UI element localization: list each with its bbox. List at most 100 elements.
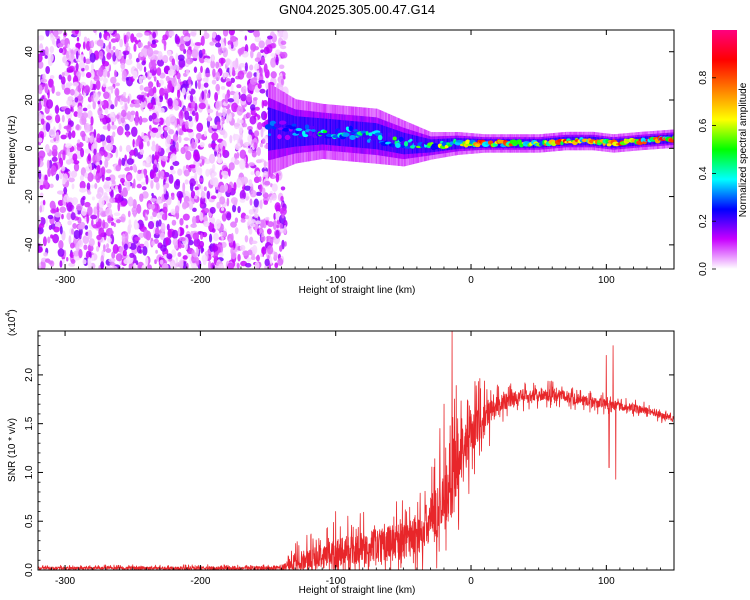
spectrogram-noise-cell [244,35,248,41]
spectrogram-noise-cell [237,70,245,80]
spectrogram-noise-cell [230,221,237,228]
spectrogram-noise-cell [42,236,47,247]
spectrogram-noise-cell [83,36,88,43]
spectrogram-noise-cell [47,236,51,244]
spectrogram-signal-peak [311,129,316,132]
spectrogram-noise-cell [39,192,44,199]
spectrogram-noise-cell [281,51,288,59]
spectrogram-noise-cell [146,47,154,57]
spectrogram-signal-cell [389,127,391,152]
spectrogram-signal-peak [302,134,309,138]
spectrogram-noise-cell [54,114,61,124]
spectrogram-noise-cell [222,92,226,99]
spectrogram-noise-cell [66,212,72,220]
spectrogram-noise-cell [244,162,249,168]
spectrogram-signal-cell [383,125,385,151]
spectrogram-noise-cell [130,110,136,116]
spectrogram-noise-cell [121,157,126,167]
spectrogram-signal-cell [391,128,393,153]
spectrogram-noise-cell [153,92,157,99]
spectrogram-noise-cell [130,33,135,43]
spectrogram-noise-cell [176,190,184,199]
spectrogram-noise-cell [78,248,83,259]
spectrogram-noise-cell [125,77,129,81]
spectrogram-noise-cell [84,201,91,208]
spectrogram-noise-cell [108,41,112,50]
spectrogram-noise-cell [259,184,263,193]
spectrogram-noise-cell [171,194,175,201]
spectrogram-noise-cell [157,196,162,205]
spectrogram-noise-cell [119,145,123,153]
spectrogram-noise-cell [71,183,75,190]
spectrogram-noise-cell [67,96,74,102]
spectrogram-noise-cell [114,96,118,107]
spectrogram-noise-cell [138,75,143,84]
spectrogram-noise-cell [106,135,112,144]
spectrogram-noise-cell [140,181,146,186]
spectrogram-noise-cell [247,134,253,143]
spectrogram-noise-cell [107,215,112,224]
spectrogram-noise-cell [92,224,99,229]
spectrogram-noise-cell [49,183,54,189]
spectrogram-noise-cell [96,133,101,143]
spectrogram-noise-cell [210,195,217,200]
spectrogram-noise-cell [150,215,154,220]
spectrogram-noise-cell [87,206,93,216]
spectrogram-noise-cell [155,143,159,153]
spectrogram-noise-cell [217,45,223,56]
spectrogram-noise-cell [112,244,119,254]
spectrogram-noise-cell [201,90,205,100]
spectrogram-signal-peak [368,132,373,137]
spectrogram-signal-cell [393,129,395,153]
spectrogram-noise-cell [121,109,127,118]
spectrogram-noise-cell [172,160,180,167]
spectrogram-noise-cell [163,184,167,195]
spectrogram-noise-cell [171,249,177,258]
spectrogram-noise-cell [237,48,245,55]
spectrogram-noise-cell [44,55,48,59]
spectrogram-noise-cell [144,163,152,168]
spectrogram-noise-cell [283,224,287,234]
spectrogram-noise-cell [199,212,204,222]
spectrogram-noise-cell [170,153,177,162]
spectrogram-signal-cell [382,125,384,151]
spectrogram-noise-cell [133,43,137,52]
spectrogram-noise-cell [110,124,118,130]
spectrogram-noise-cell [266,245,274,255]
spectrogram-noise-cell [255,220,261,225]
spectrogram-noise-cell [161,262,169,269]
spectrogram-signal-cell [453,138,455,150]
spectrogram-noise-cell [214,92,218,102]
spectrogram-noise-cell [52,144,58,153]
spectrogram-noise-cell [143,135,149,143]
snr-series-line [38,331,674,570]
spectrogram-noise-cell [184,110,190,121]
spectrogram-noise-cell [114,69,117,78]
spectrogram-noise-cell [59,260,63,268]
spectrogram-noise-cell [194,42,202,46]
spectrogram-noise-cell [77,224,84,230]
chart-title: GN04.2025.305.00.47.G14 [279,2,435,17]
spectrogram-noise-cell [201,159,205,166]
spectrogram-noise-cell [71,130,76,139]
spectrogram-signal-cell [375,123,377,150]
spectrogram-signal-cell [389,127,392,152]
spectrogram-noise-cell [158,169,161,179]
spectrogram-signal-cell [411,134,414,154]
spectrogram-signal-cell [332,119,334,146]
spectrogram-noise-cell [142,162,146,167]
spectrogram-noise-cell [67,74,72,82]
spectrogram-noise-cell [114,193,122,204]
spectrogram-noise-cell [152,50,160,55]
spectrogram-noise-cell [62,259,65,264]
spectrogram-noise-cell [192,207,197,213]
spectrogram-noise-cell [153,76,157,82]
spectrogram-noise-cell [62,150,66,161]
spectrogram-noise-cell [77,139,81,144]
spectrogram-noise-cell [206,92,210,99]
spectrogram-noise-cell [140,100,147,108]
spectrogram-noise-cell [136,183,142,189]
spectrogram-noise-cell [113,212,121,217]
spectrogram-noise-cell [250,77,258,85]
spectrogram-noise-cell [242,85,247,95]
